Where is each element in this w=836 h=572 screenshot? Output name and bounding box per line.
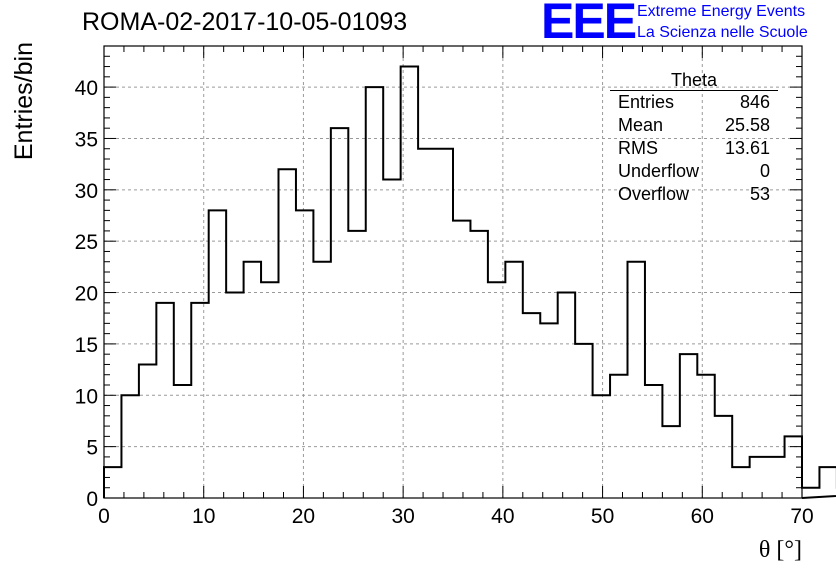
histogram-bin	[540, 323, 557, 498]
histogram-series-line	[103, 65, 836, 499]
histogram-title: ROMA-02-2017-10-05-01093	[82, 8, 408, 36]
stat-row: Mean 25.58	[610, 114, 778, 137]
y-tick-label: 20	[75, 283, 98, 306]
stat-value: 0	[759, 161, 770, 181]
histogram-bin	[436, 149, 453, 498]
x-tick-label: 0	[98, 505, 110, 528]
histogram-bin	[104, 467, 121, 498]
histogram-bin	[401, 67, 418, 498]
stat-label: Underflow	[618, 161, 700, 181]
histogram-bin	[121, 395, 138, 498]
stat-value: 25.58	[724, 115, 770, 135]
histogram-bin	[593, 395, 610, 498]
histogram-bin	[610, 375, 627, 498]
histogram-bin	[732, 467, 749, 498]
stats-title: Theta	[610, 70, 778, 91]
y-tick-label: 10	[75, 385, 98, 408]
histogram-bin	[523, 313, 540, 498]
x-tick-label: 60	[691, 505, 714, 528]
histogram-bin	[750, 457, 767, 498]
histogram-bin	[139, 364, 156, 498]
histogram-bin	[174, 385, 191, 498]
x-axis-label: θ [°]	[759, 537, 802, 563]
histogram-bin	[156, 303, 173, 498]
histogram-bin	[470, 231, 487, 498]
stat-row: Underflow 0	[610, 160, 778, 183]
histogram-bin	[383, 180, 400, 498]
y-tick-label: 30	[75, 180, 98, 203]
histogram-bin	[331, 128, 348, 498]
stat-row: RMS 13.61	[610, 137, 778, 160]
histogram-bin	[697, 375, 714, 498]
histogram-bin	[505, 262, 522, 498]
x-tick-label: 20	[292, 505, 315, 528]
histogram-bin	[226, 293, 243, 498]
histogram-bin	[279, 169, 296, 498]
stat-row: Entries 846	[610, 91, 778, 114]
stat-row: Overflow 53	[610, 183, 778, 206]
histogram-bin	[453, 221, 470, 498]
stat-value: 846	[739, 92, 770, 112]
histogram-bin	[261, 282, 278, 498]
histogram-bin	[785, 436, 802, 498]
stat-label: RMS	[618, 138, 658, 158]
histogram-bin	[802, 488, 819, 498]
y-tick-label: 35	[75, 128, 98, 151]
histogram-bin	[191, 303, 208, 498]
stat-label: Entries	[618, 92, 675, 112]
histogram-bin	[244, 262, 261, 498]
x-tick-label: 30	[391, 505, 414, 528]
histogram-bin	[366, 87, 383, 498]
stats-box: Theta Entries 846 Mean 25.58 RMS 13.61 Underfl…	[610, 70, 778, 206]
plot-frame	[103, 45, 803, 499]
x-tick-label: 40	[491, 505, 514, 528]
stat-value: 53	[749, 184, 770, 204]
y-tick-label: 25	[75, 231, 98, 254]
histogram-bin	[418, 149, 435, 498]
histogram-bin	[296, 210, 313, 498]
histogram-bin	[348, 231, 365, 498]
stat-label: Overflow	[618, 184, 690, 204]
x-tick-label: 70	[790, 505, 813, 528]
histogram-bin	[313, 262, 330, 498]
y-tick-label: 5	[86, 437, 98, 460]
x-tick-label: 50	[591, 505, 614, 528]
y-tick-label: 15	[75, 334, 98, 357]
stat-value: 13.61	[724, 138, 770, 158]
x-tick-label: 10	[192, 505, 215, 528]
logo-line-1: Extreme Energy Events	[637, 3, 806, 20]
histogram-bin	[558, 293, 575, 498]
histogram-bin	[575, 344, 592, 498]
histogram-bin	[680, 354, 697, 498]
y-axis-label: Entries/bin	[10, 42, 38, 160]
y-tick-label: 0	[86, 488, 98, 511]
y-tick-label: 40	[75, 77, 98, 100]
stats-rows: Entries 846 Mean 25.58 RMS 13.61 Underflow 0 Ove…	[610, 91, 778, 206]
histogram-bin	[715, 416, 732, 498]
logo-line-2: La Scienza nelle Scuole	[637, 24, 808, 41]
stat-label: Mean	[618, 115, 664, 135]
histogram-bin	[628, 262, 645, 498]
histogram-bin	[645, 385, 662, 498]
histogram-bin	[819, 467, 836, 498]
histogram-bin	[488, 282, 505, 498]
histogram-bin	[209, 210, 226, 498]
eee-logo-mark: EEE	[541, 0, 637, 49]
histogram-bin	[767, 457, 784, 498]
histogram-bin	[662, 426, 679, 498]
